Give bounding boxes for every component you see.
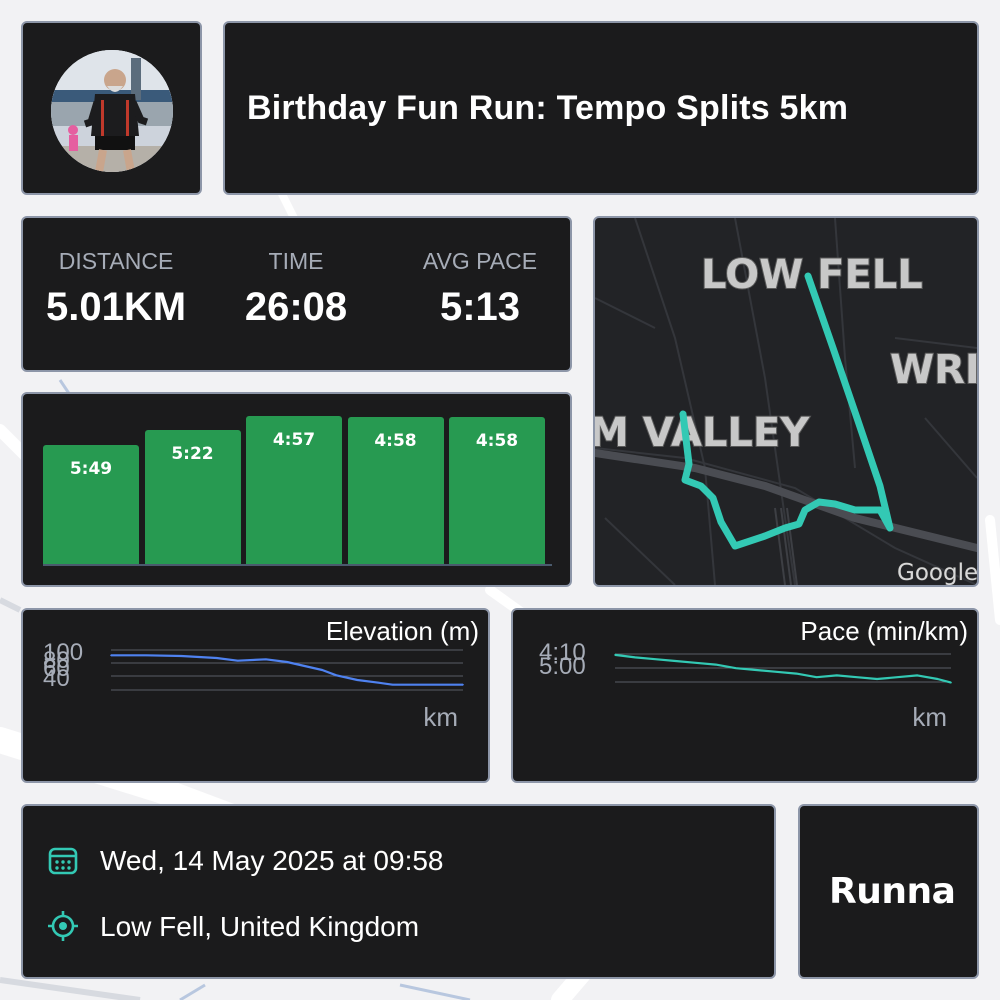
data-point: [215, 657, 218, 659]
data-point: [735, 667, 737, 669]
data-point: [896, 676, 899, 678]
split-pace-label: 4:58: [374, 430, 417, 451]
stat-label-time: TIME: [268, 248, 324, 274]
data-point: [462, 683, 464, 686]
stat-value-time: 26:08: [244, 285, 348, 329]
stat-avg-pace: AVG PACE 5:13: [390, 248, 570, 330]
stat-label-distance: DISTANCE: [58, 248, 174, 274]
data-point: [634, 656, 636, 659]
avatar[interactable]: [51, 50, 173, 172]
runna-logo: Runna: [829, 871, 956, 912]
map-label-valley: M VALLEY: [595, 410, 810, 456]
title-card: Birthday Fun Run: Tempo Splits 5km: [223, 21, 979, 195]
stats-card: DISTANCE 5.01KM TIME 26:08 AVG PACE 5:13: [21, 216, 572, 372]
brand-card: Runna: [798, 804, 979, 979]
split-pace-label: 5:49: [69, 458, 113, 479]
data-point: [335, 674, 338, 677]
data-point: [286, 661, 288, 663]
pace-chart-title: Pace (min/km): [800, 616, 968, 646]
split-bar: 4:57: [246, 416, 342, 564]
pace-x-unit: km: [912, 702, 947, 732]
activity-location: Low Fell, United Kingdom: [100, 911, 420, 942]
data-point: [775, 671, 778, 673]
y-tick-label: 60: [43, 655, 70, 682]
data-point: [110, 654, 112, 657]
route-map-canvas: LOW FELL WRI M VALLEY Google: [595, 218, 977, 585]
data-point: [377, 681, 380, 684]
map-label-low-fell: LOW FELL: [701, 252, 923, 298]
data-point: [795, 672, 798, 675]
series-line: [111, 654, 463, 686]
split-pace-label: 4:57: [272, 430, 316, 450]
data-point: [916, 674, 919, 677]
split-pace-label: 5:22: [171, 443, 214, 464]
activity-date: Wed, 14 May 2025 at 09:58: [100, 845, 444, 876]
map-label-wri: WRI: [890, 347, 977, 393]
stat-value-avg-pace: 5:13: [439, 285, 521, 329]
data-point: [236, 659, 239, 662]
splits-baseline: [43, 564, 552, 566]
runner-photo: [51, 50, 173, 172]
data-point: [715, 663, 717, 666]
data-point: [856, 676, 858, 678]
elevation-chart: Elevation (m) 100 80 60 40 km: [21, 608, 490, 783]
split-bar: 4:58: [347, 416, 444, 564]
data-point: [755, 669, 757, 671]
splits-chart: 5:49 5:22 4:57 4:58 4:58: [21, 392, 572, 587]
data-point: [180, 655, 183, 657]
data-point: [654, 658, 657, 660]
route-map[interactable]: LOW FELL WRI M VALLEY Google: [593, 216, 979, 587]
data-point: [427, 683, 429, 686]
data-point: [145, 654, 147, 657]
data-point: [815, 676, 818, 678]
split-bar: 4:58: [449, 416, 545, 564]
map-attribution: Google: [897, 560, 977, 585]
data-point: [265, 658, 267, 661]
stat-value-distance: 5.01KM: [45, 285, 187, 329]
pace-plot: 4:105:00: [539, 639, 952, 684]
y-tick-label: 4:10: [539, 639, 586, 666]
activity-info-card: Wed, 14 May 2025 at 09:58 Low Fell, Unit…: [21, 804, 776, 979]
y-tick-label: 40: [43, 665, 70, 692]
elevation-chart-title: Elevation (m): [325, 616, 479, 646]
data-point: [356, 679, 359, 681]
y-tick-label: 5:00: [539, 653, 586, 680]
route-line: [679, 272, 894, 550]
elevation-x-unit: km: [423, 702, 458, 732]
calendar-icon: [48, 847, 78, 875]
split-pace-label: 4:58: [475, 430, 519, 451]
data-point: [950, 681, 952, 684]
stat-label-avg-pace: AVG PACE: [422, 248, 538, 274]
y-tick-label: 80: [43, 647, 70, 674]
data-point: [936, 678, 939, 680]
data-point: [391, 683, 394, 686]
activity-title: Birthday Fun Run: Tempo Splits 5km: [247, 89, 849, 127]
data-point: [835, 674, 838, 677]
stat-distance: DISTANCE 5.01KM: [26, 248, 206, 330]
data-point: [321, 669, 324, 671]
data-point: [876, 678, 878, 680]
pace-chart: Pace (min/km) 4:10 5:00 km: [511, 608, 979, 783]
location-target-icon: [48, 911, 78, 941]
data-point: [694, 662, 697, 664]
stat-time: TIME 26:08: [206, 248, 386, 330]
split-bar: 5:22: [144, 429, 241, 564]
data-point: [614, 654, 616, 656]
split-bar: 5:49: [43, 444, 139, 564]
series-line: [614, 653, 952, 684]
avatar-card: [21, 21, 202, 195]
data-point: [674, 660, 677, 662]
y-tick-label: 100: [43, 639, 83, 666]
